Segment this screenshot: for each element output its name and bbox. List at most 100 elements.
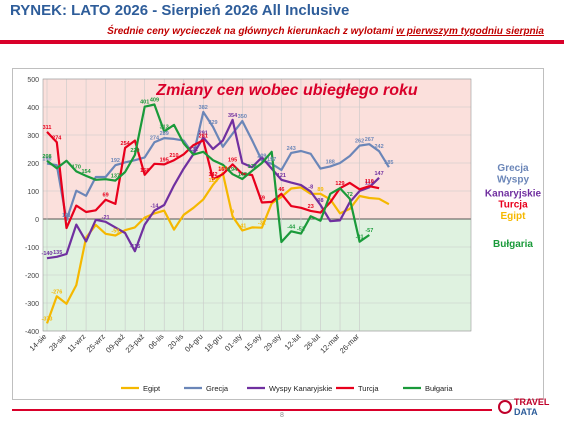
data-label-1: 350 <box>238 114 247 120</box>
data-label-4: 401 <box>140 100 149 106</box>
data-label-1: 185 <box>384 160 393 166</box>
data-label-4: 409 <box>150 97 159 103</box>
data-label-0: -276 <box>51 289 62 295</box>
data-label-3: 129 <box>335 181 344 187</box>
data-label-2: 291 <box>199 131 208 137</box>
x-tick-label: 12-mar <box>318 332 342 356</box>
y-tick-label: 0 <box>35 217 39 224</box>
page-title: RYNEK: LATO 2026 - Sierpień 2026 All Inc… <box>10 2 350 19</box>
x-tick-label: 28-sie <box>47 332 68 353</box>
right-series-label: Wyspy <box>497 174 529 185</box>
data-label-1: 101 <box>62 213 71 219</box>
right-series-label: Bułgaria <box>493 239 533 250</box>
data-label-4: 313 <box>160 124 169 130</box>
data-label-4: 229 <box>130 148 139 154</box>
legend-label-3: Turcja <box>358 384 379 393</box>
data-label-1: 274 <box>150 135 160 141</box>
data-label-0: 89 <box>317 187 323 193</box>
x-tick-label: 26-mar <box>338 332 362 356</box>
data-label-3: 210 <box>169 153 178 159</box>
data-label-2: -140 <box>41 251 52 257</box>
data-label-0: 122 <box>208 178 217 184</box>
header-divider <box>0 40 564 44</box>
data-label-1: 329 <box>208 120 217 126</box>
data-label-4: 72 <box>347 192 353 198</box>
data-label-3: 69 <box>103 193 109 199</box>
data-label-2: 121 <box>277 173 286 179</box>
data-label-3: 254 <box>121 141 131 147</box>
y-tick-label: -100 <box>25 245 39 252</box>
logo-top-text: TRAVEL <box>514 397 550 407</box>
data-label-1: 242 <box>374 144 383 150</box>
data-label-2: -8 <box>308 185 313 191</box>
data-label-4: 172 <box>248 164 257 170</box>
right-series-label: Kanaryjskie <box>485 188 542 199</box>
y-tick-label: 100 <box>27 189 39 196</box>
data-label-1: 188 <box>326 159 335 165</box>
data-label-0: 9 <box>231 209 234 215</box>
data-label-4: -52 <box>297 227 305 233</box>
data-label-1: 197 <box>267 157 276 163</box>
data-label-2: 113 <box>365 180 374 186</box>
data-label-4: 143 <box>238 172 247 178</box>
data-label-1: 192 <box>111 158 120 164</box>
data-label-1: 209 <box>257 153 266 159</box>
footer-divider <box>12 409 492 411</box>
subtitle-underlined: w pierwszym tygodniu sierpnia <box>396 26 544 37</box>
chart-title: Zmiany cen wobec ubiegłego roku <box>155 82 418 99</box>
data-label-3: 110 <box>365 179 374 185</box>
data-label-4: -81 <box>356 235 364 241</box>
data-label-2: -135 <box>51 250 62 256</box>
data-label-3: 142 <box>208 172 217 178</box>
data-label-2: -14 <box>150 204 159 210</box>
data-label-1: 289 <box>160 131 169 137</box>
page-number: 8 <box>280 412 284 419</box>
data-label-0: -59 <box>111 229 119 235</box>
x-tick-label: 25-wrz <box>85 332 107 354</box>
y-tick-label: 300 <box>27 133 39 140</box>
x-tick-label: 29-sty <box>262 332 283 353</box>
data-label-2: 232 <box>189 147 198 153</box>
x-tick-label: 01-sty <box>223 332 244 353</box>
series-line-1 <box>46 110 390 222</box>
x-tick-label: 12-lut <box>283 331 303 351</box>
data-label-3: 274 <box>52 135 62 141</box>
y-tick-label: 200 <box>27 161 39 168</box>
data-label-2: -21 <box>102 215 110 221</box>
y-tick-label: -200 <box>25 273 39 280</box>
right-series-label: Turcja <box>498 200 528 211</box>
x-tick-label: 06-lis <box>147 332 166 351</box>
data-label-3: 195 <box>228 157 237 163</box>
plot-frame <box>42 78 472 332</box>
y-tick-label: 400 <box>27 105 39 112</box>
data-label-1: 267 <box>365 137 374 143</box>
data-label-3: 160 <box>218 167 227 173</box>
page-subtitle: Średnie ceny wycieczek na głównych kieru… <box>107 26 544 37</box>
data-label-3: 195 <box>160 157 169 163</box>
data-label-4: 170 <box>72 164 81 170</box>
chart-container: 500 400 300 200 100 0 -100 -200 -300 -400 14-sie 28… <box>12 68 544 400</box>
legend-label-4: Bułgaria <box>425 384 453 393</box>
subtitle-main: Średnie ceny wycieczek na głównych kieru… <box>107 26 394 37</box>
legend-label-1: Grecja <box>206 384 229 393</box>
data-label-3: 23 <box>308 204 314 210</box>
data-label-2: 147 <box>374 171 383 177</box>
data-label-4: 154 <box>81 169 91 175</box>
data-label-0: -41 <box>238 223 246 229</box>
legend-label-2: Wyspy Kanaryjskie <box>269 384 332 393</box>
x-tick-label: 18-gru <box>203 332 225 354</box>
y-tick-label: -400 <box>25 329 39 336</box>
data-label-2: 354 <box>228 113 238 119</box>
data-label-0: 164 <box>218 166 228 172</box>
data-label-3: 46 <box>278 187 284 193</box>
data-label-2: 98 <box>317 198 323 204</box>
y-tick-label: -300 <box>25 301 39 308</box>
data-label-0: -31 <box>258 221 266 227</box>
logo-mark-icon <box>498 400 512 414</box>
data-label-3: 311 <box>43 125 52 131</box>
data-label-1: 382 <box>199 105 208 111</box>
legend-label-0: Egipt <box>143 384 161 393</box>
data-label-4: -57 <box>365 228 373 234</box>
travel-data-logo: TRAVEL DATA <box>498 397 558 419</box>
x-tick-label: 09-paź <box>104 332 127 355</box>
